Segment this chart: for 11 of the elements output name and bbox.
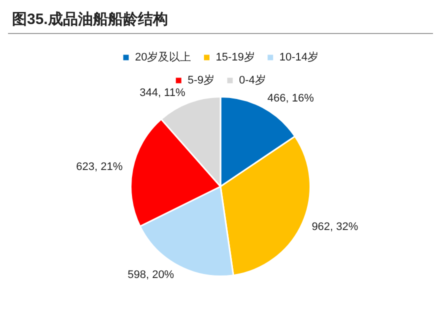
legend-label: 5-9岁 [188,74,215,87]
data-label: 598, 20% [128,268,174,281]
data-label: 344, 11% [140,87,186,100]
chart-title: 图35.成品油船船龄结构 [8,8,433,34]
legend-label: 15-19岁 [216,52,255,64]
data-label: 623, 21% [76,161,123,174]
data-label: 466, 16% [267,92,314,104]
legend-label: 10-14岁 [279,52,319,64]
legend-label: 20岁及以上 [135,50,192,64]
data-label: 962, 32% [312,220,358,233]
legend-label: 0-4岁 [239,74,266,87]
